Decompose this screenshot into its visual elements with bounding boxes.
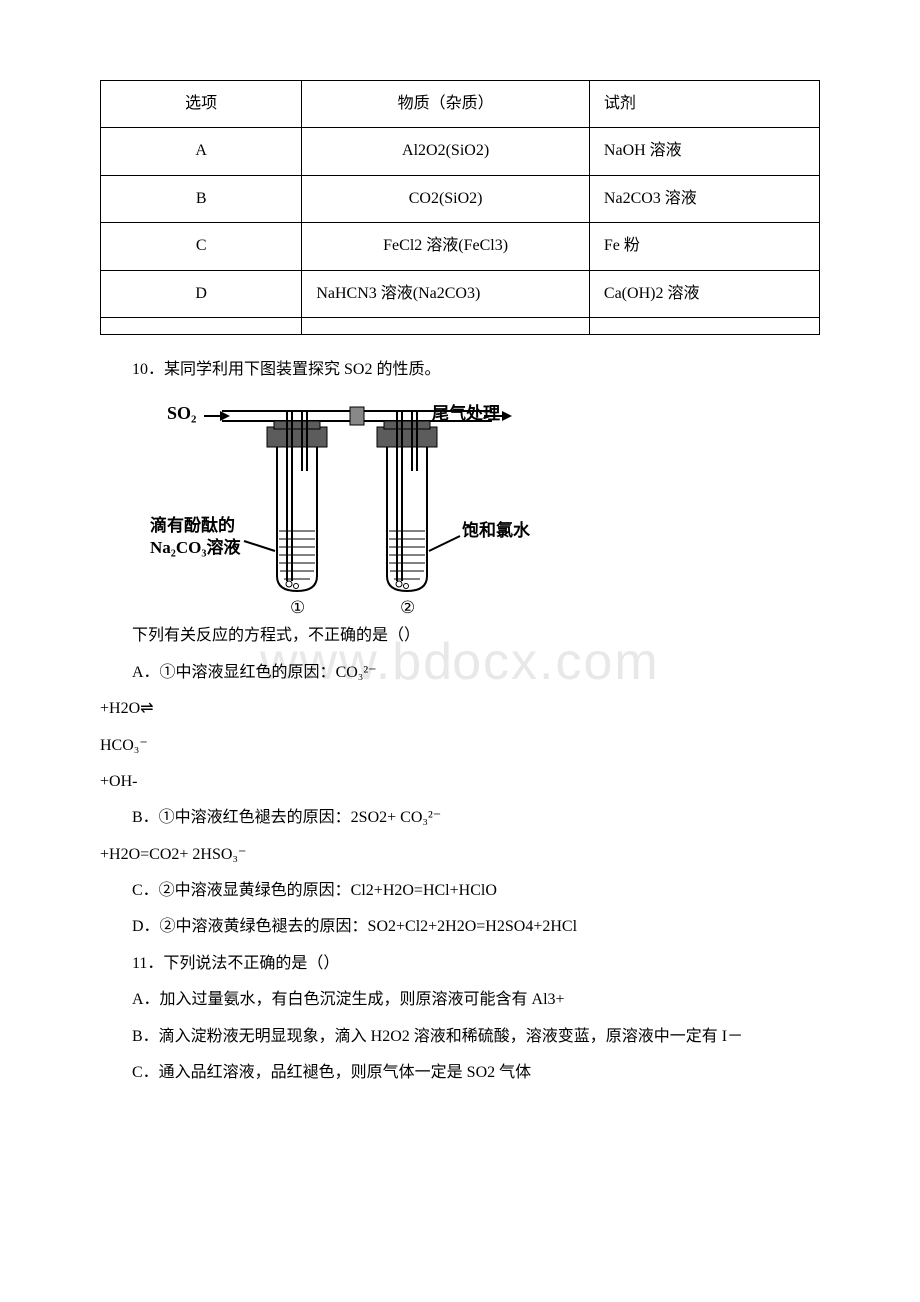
cell-reagent: Fe 粉 bbox=[589, 223, 819, 270]
header-option: 选项 bbox=[101, 81, 302, 128]
left-caption-2: Na₂CO₃溶液 bbox=[150, 537, 240, 557]
q10-optB-line2-pre: +H2O=CO2+ bbox=[100, 846, 192, 863]
right-caption: 饱和氯水 bbox=[462, 520, 531, 540]
apparatus-figure: SO₂ 尾气处理 bbox=[132, 391, 820, 621]
cell-option: D bbox=[101, 270, 302, 317]
circ-2: ② bbox=[400, 598, 415, 617]
cell-option: A bbox=[101, 128, 302, 175]
q10-optA-line2: +H2O⇌ bbox=[100, 694, 820, 724]
tailgas-label: 尾气处理 bbox=[432, 403, 500, 423]
cell-empty bbox=[302, 317, 590, 334]
right-tube bbox=[377, 411, 437, 591]
hso3-ion: 2HSO₃⁻ bbox=[192, 846, 246, 863]
cell-reagent: NaOH 溶液 bbox=[589, 128, 819, 175]
q10-optA-hco3: HCO₃⁻ bbox=[100, 731, 820, 761]
q10-optA-pre: A．①中溶液显红色的原因： bbox=[132, 664, 336, 681]
table-row-empty bbox=[101, 317, 820, 334]
cell-option: B bbox=[101, 175, 302, 222]
table-row: D NaHCN3 溶液(Na2CO3) Ca(OH)2 溶液 bbox=[101, 270, 820, 317]
q10-optA-line1: A．①中溶液显红色的原因：CO₃²⁻ bbox=[100, 658, 820, 688]
apparatus-svg: SO₂ 尾气处理 bbox=[132, 391, 562, 621]
cell-option: C bbox=[101, 223, 302, 270]
q10-stem: 10．某同学利用下图装置探究 SO2 的性质。 bbox=[100, 355, 820, 385]
cell-empty bbox=[101, 317, 302, 334]
q11-optA: A．加入过量氨水，有白色沉淀生成，则原溶液可能含有 Al3+ bbox=[100, 985, 820, 1015]
table-header-row: 选项 物质（杂质） 试剂 bbox=[101, 81, 820, 128]
q10-optA-line4: +OH- bbox=[100, 767, 820, 797]
q10-optB-line2: +H2O=CO2+ 2HSO₃⁻ bbox=[100, 840, 820, 870]
circ-1: ① bbox=[290, 598, 305, 617]
q10-optD: D．②中溶液黄绿色褪去的原因：SO2+Cl2+2H2O=H2SO4+2HCl bbox=[100, 912, 820, 942]
table-row: C FeCl2 溶液(FeCl3) Fe 粉 bbox=[101, 223, 820, 270]
cell-substance: NaHCN3 溶液(Na2CO3) bbox=[302, 270, 590, 317]
q11-optC: C．通入品红溶液，品红褪色，则原气体一定是 SO2 气体 bbox=[100, 1058, 820, 1088]
q10-optB-pre: B．①中溶液红色褪去的原因：2SO2+ bbox=[132, 809, 400, 826]
left-caption-1: 滴有酚酞的 bbox=[150, 515, 235, 535]
q11-stem: 11．下列说法不正确的是（） bbox=[100, 949, 820, 979]
q10-lead: 下列有关反应的方程式，不正确的是（） bbox=[100, 621, 820, 651]
table-row: B CO2(SiO2) Na2CO3 溶液 bbox=[101, 175, 820, 222]
header-substance: 物质（杂质） bbox=[302, 81, 590, 128]
impurity-table: 选项 物质（杂质） 试剂 A Al2O2(SiO2) NaOH 溶液 B CO2… bbox=[100, 80, 820, 335]
table-row: A Al2O2(SiO2) NaOH 溶液 bbox=[101, 128, 820, 175]
co3-ion: CO₃²⁻ bbox=[336, 664, 377, 681]
left-tube bbox=[267, 411, 327, 591]
co3-ion: CO₃²⁻ bbox=[400, 809, 441, 826]
cell-substance: FeCl2 溶液(FeCl3) bbox=[302, 223, 590, 270]
header-reagent: 试剂 bbox=[589, 81, 819, 128]
q10-optC: C．②中溶液显黄绿色的原因：Cl2+H2O=HCl+HClO bbox=[100, 876, 820, 906]
cell-empty bbox=[589, 317, 819, 334]
cell-substance: Al2O2(SiO2) bbox=[302, 128, 590, 175]
q11-optB: B．滴入淀粉液无明显现象，滴入 H2O2 溶液和稀硫酸，溶液变蓝，原溶液中一定有… bbox=[100, 1022, 820, 1052]
cell-reagent: Ca(OH)2 溶液 bbox=[589, 270, 819, 317]
cell-reagent: Na2CO3 溶液 bbox=[589, 175, 819, 222]
q10-optB-line1: B．①中溶液红色褪去的原因：2SO2+ CO₃²⁻ bbox=[100, 803, 820, 833]
cell-substance: CO2(SiO2) bbox=[302, 175, 590, 222]
so2-label: SO₂ bbox=[167, 403, 196, 423]
